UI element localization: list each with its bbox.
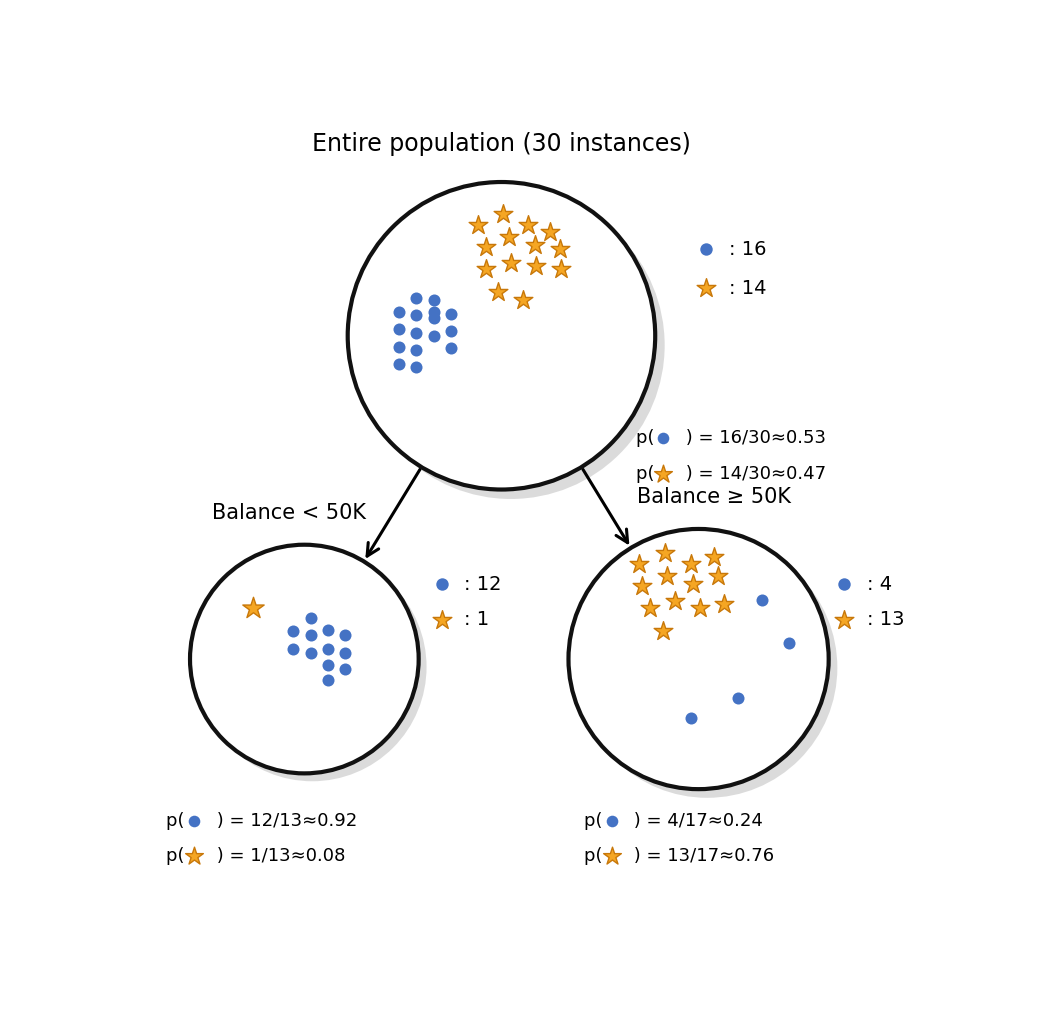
Point [337,660,354,677]
Text: Entire population (30 instances): Entire population (30 instances) [312,132,691,157]
Point [408,325,424,341]
Point [631,556,648,572]
Point [501,229,518,246]
Text: : 12: : 12 [465,574,502,594]
Point [425,292,442,308]
Point [753,592,770,608]
Text: p(: p( [584,847,608,865]
Circle shape [577,538,837,798]
Point [528,258,545,274]
Text: ) = 13/17≈0.76: ) = 13/17≈0.76 [628,847,775,865]
Point [284,641,301,657]
Point [657,545,674,561]
Circle shape [198,553,426,781]
Point [303,644,319,660]
Point [425,328,442,344]
Point [526,237,543,253]
Point [710,568,727,585]
Point [489,285,505,301]
Point [692,600,708,616]
Point [408,342,424,358]
Text: Balance ≥ 50K: Balance ≥ 50K [638,487,791,508]
Point [836,611,853,628]
Point [682,556,699,572]
Point [434,611,450,628]
Point [667,593,683,609]
Point [337,644,354,660]
Point [425,304,442,321]
Point [633,578,650,594]
Text: p(: p( [166,847,190,865]
Text: ) = 12/13≈0.92: ) = 12/13≈0.92 [210,812,357,829]
Point [408,359,424,376]
Point [836,575,853,592]
Point [477,260,494,276]
Text: : 1: : 1 [465,610,490,629]
Circle shape [190,545,419,773]
Point [284,624,301,640]
Text: p(: p( [635,465,659,482]
Point [655,430,672,446]
Point [655,466,672,482]
Point [443,323,460,339]
Point [408,290,424,306]
Text: ) = 14/30≈0.47: ) = 14/30≈0.47 [680,465,826,482]
Circle shape [357,191,665,499]
Point [542,223,558,240]
Point [551,241,568,257]
Point [319,656,336,673]
Point [495,206,512,222]
Text: p(: p( [584,812,608,829]
Point [603,812,620,828]
Point [337,627,354,644]
Point [408,307,424,324]
Text: ) = 1/13≈0.08: ) = 1/13≈0.08 [210,847,345,865]
Text: : 4: : 4 [866,574,891,594]
Circle shape [347,182,655,489]
Point [603,848,620,864]
Point [443,340,460,356]
Point [185,848,202,864]
Point [515,292,531,308]
Point [185,812,202,828]
Point [682,710,699,726]
Point [642,600,658,616]
Point [319,641,336,657]
Point [443,305,460,322]
Text: : 16: : 16 [729,240,766,258]
Point [391,356,408,373]
Point [655,624,672,640]
Text: p(: p( [166,812,190,829]
Point [303,610,319,627]
Point [553,260,570,276]
Point [244,600,261,616]
Point [706,549,723,565]
Point [698,241,714,257]
Text: Balance < 50K: Balance < 50K [211,503,366,523]
Circle shape [569,529,829,790]
Point [502,255,519,271]
Text: : 13: : 13 [866,610,904,629]
Text: p(: p( [635,429,659,447]
Point [781,635,798,651]
Point [658,568,675,585]
Point [684,575,701,592]
Point [391,304,408,321]
Text: ) = 4/17≈0.24: ) = 4/17≈0.24 [628,812,763,829]
Point [469,217,486,233]
Point [391,339,408,355]
Point [730,690,747,707]
Point [319,672,336,688]
Point [425,310,442,327]
Text: : 14: : 14 [729,279,766,298]
Point [698,281,714,297]
Text: ) = 16/30≈0.53: ) = 16/30≈0.53 [680,429,826,447]
Point [303,627,319,644]
Point [391,322,408,338]
Point [477,239,494,255]
Point [319,622,336,638]
Point [520,217,537,233]
Point [434,575,450,592]
Point [716,596,732,612]
